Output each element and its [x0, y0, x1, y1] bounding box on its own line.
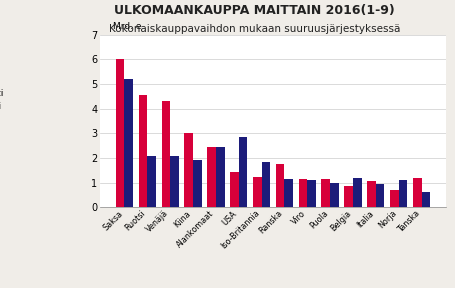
- Bar: [307, 180, 316, 207]
- Bar: [147, 156, 156, 207]
- Bar: [298, 179, 307, 207]
- Bar: [139, 95, 147, 207]
- Bar: [421, 192, 430, 207]
- Bar: [162, 101, 170, 207]
- Bar: [125, 79, 133, 207]
- Bar: [376, 184, 384, 207]
- Bar: [367, 181, 376, 207]
- Bar: [239, 137, 248, 207]
- Bar: [344, 186, 353, 207]
- Bar: [230, 172, 239, 207]
- Bar: [353, 178, 362, 207]
- Bar: [193, 160, 202, 207]
- Text: ULKOMAANKAUPPA MAITTAIN 2016(1-9): ULKOMAANKAUPPA MAITTAIN 2016(1-9): [114, 4, 395, 17]
- Bar: [262, 162, 270, 207]
- Bar: [116, 59, 125, 207]
- Bar: [170, 156, 179, 207]
- Bar: [321, 179, 330, 207]
- Bar: [330, 183, 339, 207]
- Bar: [184, 133, 193, 207]
- Bar: [413, 178, 421, 207]
- Bar: [276, 164, 284, 207]
- Bar: [216, 147, 225, 207]
- Text: Kokonaiskauppavaihdon mukaan suuruusjärjestyksessä: Kokonaiskauppavaihdon mukaan suuruusjärj…: [109, 24, 400, 35]
- Legend: Tuonti, Vienti: Tuonti, Vienti: [0, 89, 3, 111]
- Bar: [399, 180, 407, 207]
- Bar: [207, 147, 216, 207]
- Bar: [284, 179, 293, 207]
- Text: Mrd. e: Mrd. e: [113, 22, 142, 31]
- Bar: [390, 190, 399, 207]
- Bar: [253, 177, 262, 207]
